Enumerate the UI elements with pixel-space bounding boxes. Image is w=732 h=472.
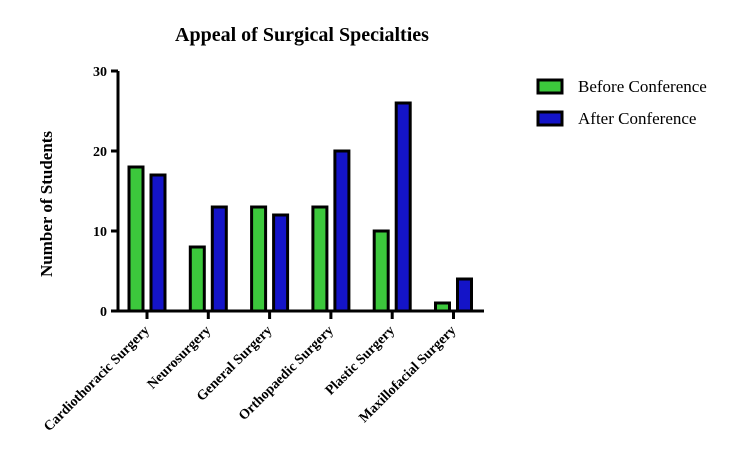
bar-after-3 bbox=[333, 149, 351, 313]
bar-after-1 bbox=[210, 205, 228, 313]
y-tick-label: 20 bbox=[93, 145, 107, 160]
chart-title: Appeal of Surgical Specialties bbox=[175, 24, 429, 46]
y-tick-label: 0 bbox=[100, 305, 107, 320]
legend: Before Conference After Conference bbox=[536, 77, 707, 128]
legend-label-0: Before Conference bbox=[578, 77, 707, 96]
legend-swatch-1 bbox=[536, 110, 564, 127]
category-label: Cardiothoracic Surgery bbox=[41, 323, 153, 435]
legend-swatch-0 bbox=[536, 78, 564, 95]
legend-label-1: After Conference bbox=[578, 109, 696, 128]
y-axis-label: Number of Students bbox=[37, 131, 56, 277]
bar-before-4 bbox=[372, 229, 390, 313]
bar-before-1 bbox=[188, 245, 206, 313]
bar-after-2 bbox=[272, 213, 290, 313]
y-tick-label: 30 bbox=[93, 65, 107, 80]
bar-before-2 bbox=[250, 205, 268, 313]
category-label: Neurosurgery bbox=[145, 323, 214, 392]
bar-after-4 bbox=[394, 101, 412, 313]
bar-before-0 bbox=[127, 165, 145, 313]
y-tick-label: 10 bbox=[93, 225, 107, 240]
plot-area: 0 10 20 30 Cardiothoracic SurgeryNeurosurger… bbox=[41, 65, 484, 435]
bar-before-3 bbox=[311, 205, 329, 313]
bar-after-5 bbox=[456, 277, 473, 313]
bar-after-0 bbox=[149, 173, 167, 313]
